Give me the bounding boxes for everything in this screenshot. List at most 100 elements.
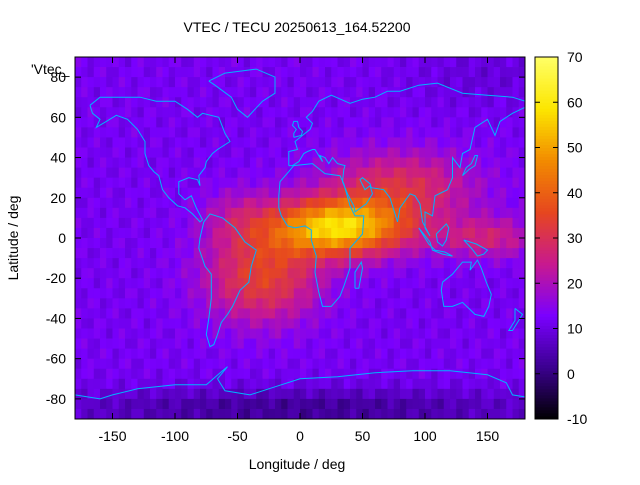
heatmap-cell [212, 147, 220, 158]
heatmap-cell [162, 197, 170, 209]
heatmap-cell [162, 147, 170, 158]
heatmap-cell [462, 157, 470, 169]
heatmap-cell [137, 217, 145, 229]
heatmap-cell [287, 348, 295, 360]
heatmap-cell [281, 268, 288, 279]
heatmap-cell [212, 398, 220, 410]
heatmap-cell [356, 207, 363, 219]
heatmap-cell [181, 378, 188, 390]
heatmap-cell [425, 338, 432, 350]
heatmap-cell [193, 87, 201, 98]
heatmap-cell [162, 358, 170, 370]
heatmap-cell [381, 348, 388, 360]
heatmap-cell [331, 227, 338, 239]
heatmap-cell [287, 258, 295, 269]
heatmap-cell [87, 348, 95, 360]
heatmap-cell [143, 278, 151, 289]
heatmap-cell [500, 67, 507, 78]
heatmap-cell [293, 137, 301, 148]
heatmap-cell [243, 197, 251, 209]
heatmap-cell [100, 238, 107, 249]
heatmap-cell [268, 127, 276, 138]
heatmap-cell [356, 288, 363, 299]
heatmap-cell [443, 368, 451, 380]
heatmap-cell [118, 167, 126, 179]
x-tick-label: 50 [355, 428, 371, 444]
heatmap-cell [168, 227, 176, 239]
heatmap-cell [400, 338, 407, 350]
heatmap-cell [81, 97, 88, 108]
heatmap-cell [175, 348, 182, 360]
heatmap-cell [325, 378, 332, 390]
heatmap-cell [262, 398, 270, 410]
heatmap-cell [212, 207, 220, 219]
heatmap-cell [112, 177, 120, 189]
heatmap-cell [418, 207, 426, 219]
heatmap-cell [243, 268, 251, 279]
heatmap-cell [131, 147, 138, 158]
heatmap-cell [81, 378, 88, 390]
heatmap-cell [181, 107, 188, 118]
heatmap-cell [306, 157, 313, 169]
heatmap-cell [312, 338, 320, 350]
colorbar-segment [535, 189, 558, 194]
heatmap-cell [168, 328, 176, 339]
heatmap-cell [425, 288, 432, 299]
heatmap-cell [293, 187, 301, 199]
heatmap-cell [381, 338, 388, 350]
heatmap-cell [362, 378, 370, 390]
heatmap-cell [156, 207, 163, 219]
heatmap-cell [512, 117, 520, 128]
heatmap-cell [162, 207, 170, 219]
heatmap-cell [231, 187, 238, 199]
heatmap-cell [125, 147, 132, 158]
heatmap-cell [275, 358, 282, 370]
heatmap-cell [337, 308, 345, 319]
heatmap-cell [450, 147, 457, 158]
heatmap-cell [418, 177, 426, 189]
heatmap-cell [437, 197, 445, 209]
heatmap-cell [331, 368, 338, 380]
heatmap-cell [368, 167, 376, 179]
heatmap-cell [350, 187, 357, 199]
heatmap-cell [287, 177, 295, 189]
heatmap-cell [343, 127, 351, 138]
heatmap-cell [456, 217, 463, 229]
heatmap-cell [87, 77, 95, 88]
heatmap-cell [475, 318, 482, 329]
colorbar-segment [535, 222, 558, 227]
heatmap-cell [118, 207, 126, 219]
heatmap-cell [475, 248, 482, 259]
heatmap-cell [400, 368, 407, 380]
heatmap-cell [256, 157, 263, 169]
heatmap-cell [412, 298, 420, 309]
heatmap-cell [75, 318, 82, 329]
heatmap-cell [137, 288, 145, 299]
heatmap-cell [150, 67, 157, 78]
heatmap-cell [506, 318, 513, 329]
heatmap-cell [118, 157, 126, 169]
heatmap-cell [387, 288, 395, 299]
heatmap-cell [312, 378, 320, 390]
heatmap-cell [431, 248, 438, 259]
colorbar-segment [535, 361, 558, 366]
heatmap-cell [268, 107, 276, 118]
heatmap-cell [443, 177, 451, 189]
heatmap-cell [393, 157, 401, 169]
heatmap-cell [262, 227, 270, 239]
heatmap-cell [237, 388, 245, 400]
heatmap-cell [306, 378, 313, 390]
heatmap-cell [225, 358, 232, 370]
heatmap-cell [250, 157, 257, 169]
heatmap-cell [118, 137, 126, 148]
heatmap-cell [156, 157, 163, 169]
heatmap-cell [175, 398, 182, 410]
heatmap-cell [193, 388, 201, 400]
colorbar-segment [535, 400, 558, 405]
heatmap-cell [362, 117, 370, 128]
heatmap-cell [225, 227, 232, 239]
heatmap-cell [518, 227, 525, 239]
heatmap-cell [337, 408, 345, 419]
heatmap-cell [162, 77, 170, 88]
heatmap-cell [275, 338, 282, 350]
